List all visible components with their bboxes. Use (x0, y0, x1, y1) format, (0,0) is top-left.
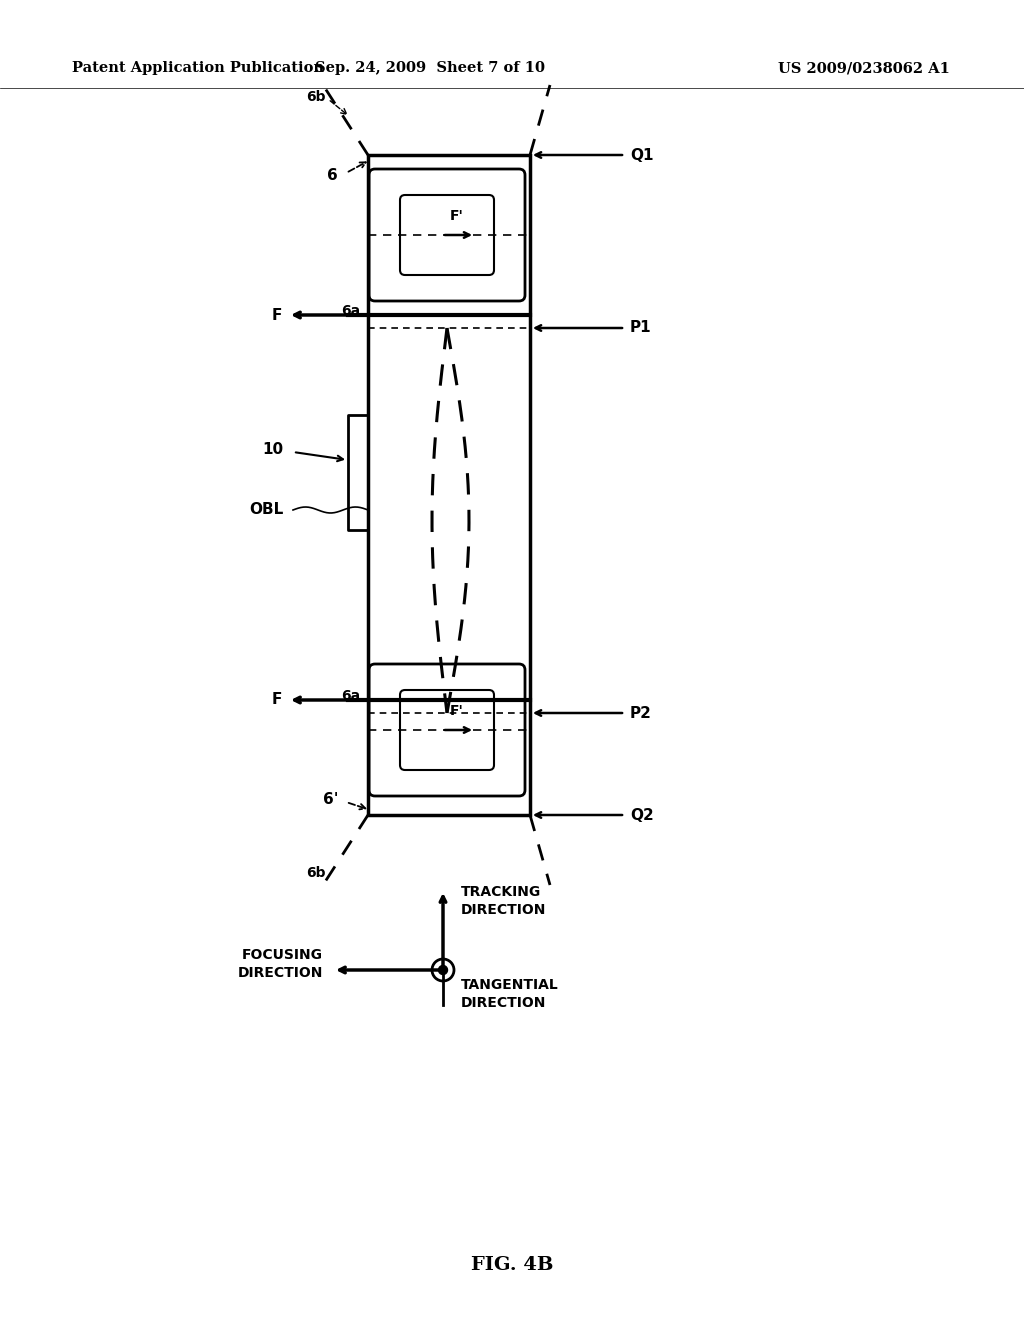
Text: FIG. 4B: FIG. 4B (471, 1257, 553, 1274)
Text: 6: 6 (328, 168, 338, 182)
Text: Patent Application Publication: Patent Application Publication (72, 61, 324, 75)
Text: Q2: Q2 (630, 808, 653, 822)
Text: TANGENTIAL
DIRECTION: TANGENTIAL DIRECTION (461, 978, 559, 1010)
Bar (368, 154, 530, 814)
Text: P2: P2 (630, 705, 652, 721)
Text: 6a: 6a (341, 304, 360, 318)
Text: P1: P1 (630, 321, 651, 335)
Text: F': F' (451, 209, 464, 223)
Text: OBL: OBL (249, 503, 283, 517)
Text: 10: 10 (262, 442, 283, 458)
Text: 6b: 6b (306, 866, 326, 880)
Text: 6a: 6a (341, 689, 360, 704)
Text: F: F (271, 308, 282, 322)
Text: Q1: Q1 (630, 148, 653, 162)
Text: F: F (271, 693, 282, 708)
Text: 6': 6' (323, 792, 338, 808)
Text: F': F' (451, 704, 464, 718)
Text: TRACKING
DIRECTION: TRACKING DIRECTION (461, 884, 547, 917)
Text: US 2009/0238062 A1: US 2009/0238062 A1 (778, 61, 950, 75)
Circle shape (438, 965, 447, 974)
Text: Sep. 24, 2009  Sheet 7 of 10: Sep. 24, 2009 Sheet 7 of 10 (315, 61, 545, 75)
Text: 6b: 6b (306, 90, 326, 104)
Text: FOCUSING
DIRECTION: FOCUSING DIRECTION (238, 948, 323, 981)
